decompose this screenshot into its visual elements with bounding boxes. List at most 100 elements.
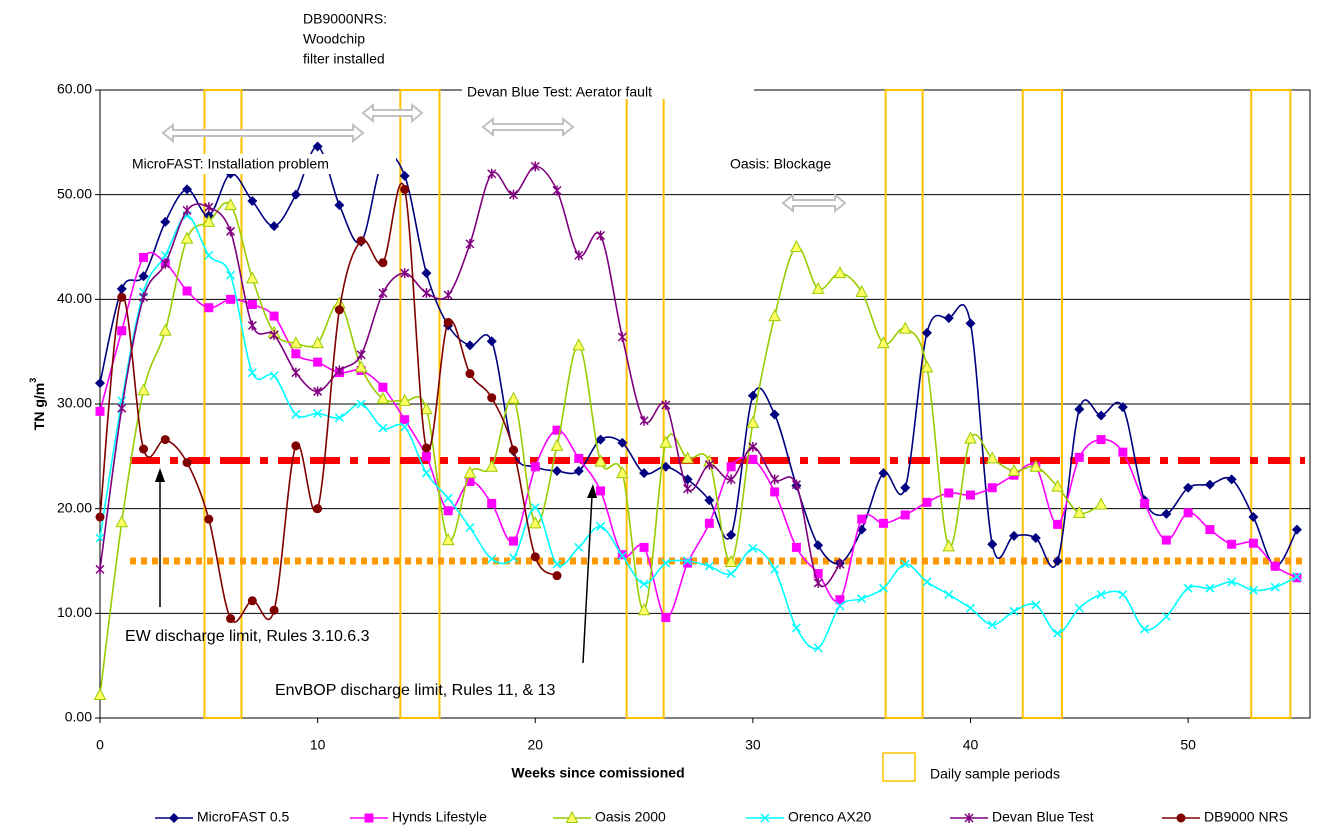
y-axis-title: TN g/m3 bbox=[28, 378, 46, 430]
marker bbox=[313, 504, 323, 514]
series-line bbox=[99, 214, 1298, 650]
marker bbox=[791, 542, 801, 552]
x-tick-label: 30 bbox=[745, 737, 761, 753]
marker bbox=[594, 454, 607, 467]
marker bbox=[769, 409, 780, 420]
annotation: EW discharge limit, Rules 3.10.6.3 bbox=[125, 628, 370, 645]
marker bbox=[726, 569, 736, 579]
marker bbox=[1074, 603, 1084, 613]
marker bbox=[813, 569, 823, 579]
marker bbox=[748, 441, 758, 452]
marker bbox=[311, 336, 324, 349]
marker bbox=[508, 445, 518, 455]
marker bbox=[139, 444, 149, 454]
marker bbox=[726, 474, 736, 485]
marker bbox=[552, 571, 562, 581]
marker bbox=[421, 443, 431, 453]
x-tick-label: 0 bbox=[96, 737, 104, 753]
marker bbox=[269, 371, 279, 381]
marker bbox=[313, 386, 323, 397]
marker bbox=[661, 558, 671, 568]
marker bbox=[487, 168, 497, 179]
marker bbox=[289, 336, 303, 349]
annotation-box bbox=[462, 82, 754, 99]
marker bbox=[465, 476, 475, 486]
marker bbox=[247, 368, 257, 378]
marker bbox=[528, 516, 542, 529]
marker bbox=[95, 564, 105, 575]
marker bbox=[637, 603, 651, 616]
marker bbox=[639, 579, 649, 589]
marker bbox=[987, 483, 997, 493]
marker bbox=[1009, 530, 1020, 541]
marker bbox=[922, 577, 932, 587]
marker bbox=[247, 300, 257, 310]
marker bbox=[400, 415, 410, 425]
marker bbox=[400, 268, 410, 279]
marker bbox=[747, 390, 758, 401]
marker bbox=[724, 554, 738, 568]
marker bbox=[93, 687, 107, 700]
marker bbox=[550, 438, 564, 451]
legend-label: Hynds Lifestyle bbox=[392, 809, 487, 825]
marker bbox=[1118, 447, 1128, 457]
marker bbox=[378, 258, 388, 268]
marker bbox=[378, 423, 388, 433]
legend-marker bbox=[169, 813, 179, 823]
annotation: Woodchip bbox=[303, 31, 365, 47]
marker bbox=[683, 483, 693, 494]
marker bbox=[226, 226, 236, 237]
marker bbox=[139, 252, 149, 262]
marker bbox=[617, 437, 628, 448]
marker bbox=[573, 465, 584, 476]
marker bbox=[1204, 479, 1215, 490]
marker bbox=[900, 510, 910, 520]
x-tick-label: 20 bbox=[527, 737, 543, 753]
marker bbox=[1227, 577, 1237, 587]
marker bbox=[138, 271, 149, 282]
marker bbox=[226, 270, 236, 280]
marker bbox=[334, 200, 345, 211]
marker bbox=[378, 382, 388, 392]
marker bbox=[530, 462, 540, 472]
marker bbox=[748, 454, 758, 464]
x-tick-label: 10 bbox=[310, 737, 326, 753]
marker bbox=[508, 189, 519, 200]
marker bbox=[117, 396, 127, 406]
marker bbox=[813, 540, 824, 551]
marker bbox=[835, 595, 845, 605]
y-tick-label: 10.00 bbox=[57, 604, 92, 620]
marker bbox=[530, 503, 540, 513]
marker bbox=[944, 488, 954, 498]
marker bbox=[683, 558, 693, 568]
marker bbox=[290, 189, 301, 200]
marker bbox=[443, 493, 453, 503]
marker bbox=[878, 583, 888, 593]
marker bbox=[1161, 611, 1171, 622]
marker bbox=[595, 434, 606, 445]
marker bbox=[313, 357, 323, 367]
marker bbox=[898, 321, 912, 334]
marker bbox=[596, 486, 606, 496]
legend-label: Oasis 2000 bbox=[595, 809, 666, 825]
marker bbox=[356, 236, 366, 246]
marker bbox=[857, 594, 867, 604]
series-line bbox=[99, 145, 1298, 569]
annotation-box bbox=[128, 154, 396, 174]
marker bbox=[791, 623, 801, 633]
marker bbox=[748, 543, 758, 553]
marker bbox=[1270, 582, 1280, 592]
marker bbox=[1205, 583, 1215, 593]
marker bbox=[615, 466, 629, 479]
marker bbox=[878, 468, 889, 479]
marker bbox=[921, 327, 932, 338]
marker bbox=[922, 497, 932, 507]
marker bbox=[291, 349, 301, 359]
marker bbox=[552, 185, 562, 196]
marker bbox=[704, 495, 715, 506]
marker bbox=[1270, 561, 1280, 571]
marker bbox=[1248, 512, 1259, 523]
marker bbox=[704, 561, 714, 571]
range-arrow bbox=[481, 116, 575, 138]
